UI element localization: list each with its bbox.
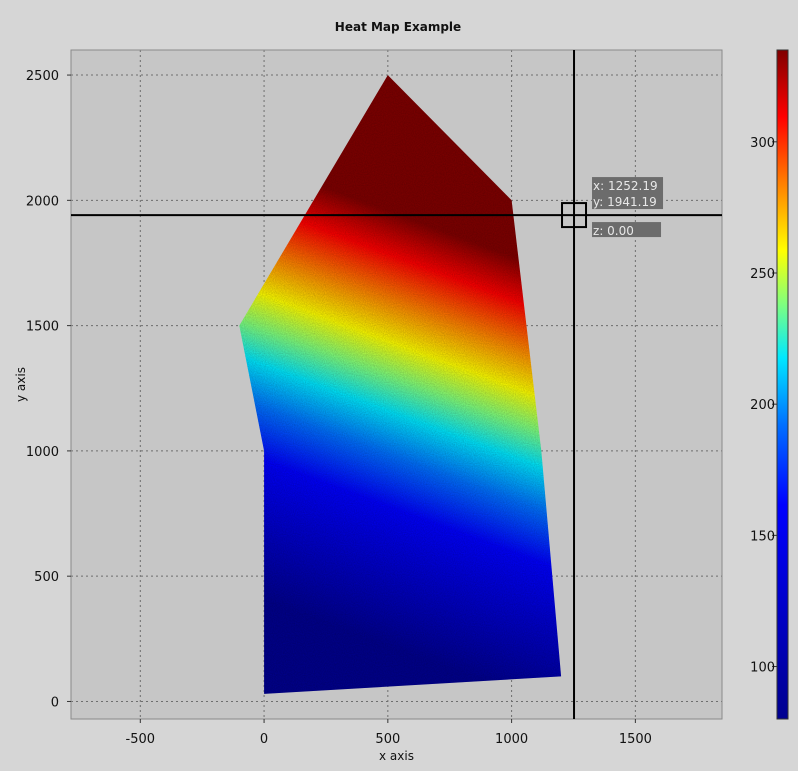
colorbar: 100 150 200 250 300 — [750, 49, 789, 720]
x-tick-label: 1500 — [619, 732, 652, 747]
colorbar-ticks: 100 150 200 250 300 — [750, 136, 777, 676]
colorbar-tick-label: 100 — [750, 661, 775, 676]
readout-z: z: 0.00 — [593, 224, 634, 238]
crosshair-marker[interactable] — [561, 202, 588, 229]
x-axis-ticks: -500 0 500 1000 1500 — [126, 719, 652, 747]
colorbar-gradient — [776, 49, 789, 720]
plot-border — [70, 49, 723, 720]
y-axis-label: y axis — [14, 367, 28, 402]
chart-title: Heat Map Example — [334, 20, 462, 34]
readout-y: y: 1941.19 — [593, 195, 657, 209]
crosshair-readout: x: 1252.19 y: 1941.19 z: 0.00 — [592, 177, 664, 238]
x-tick-label: 500 — [375, 732, 400, 747]
y-tick-label: 2500 — [26, 69, 59, 84]
colorbar-tick-label: 150 — [750, 529, 775, 544]
colorbar-tick-label: 300 — [750, 136, 775, 151]
readout-x: x: 1252.19 — [593, 179, 658, 193]
readout-xy-background — [592, 177, 664, 210]
y-tick-label: 1500 — [26, 320, 59, 335]
colorbar-tick-label: 250 — [750, 267, 775, 282]
colorbar-tick-label: 200 — [750, 398, 775, 413]
x-tick-label: -500 — [126, 732, 156, 747]
y-tick-label: 1000 — [26, 445, 59, 460]
readout-z-background — [592, 222, 662, 238]
x-tick-label: 0 — [260, 732, 268, 747]
x-tick-label: 1000 — [495, 732, 528, 747]
y-tick-label: 2000 — [26, 194, 59, 209]
y-tick-label: 500 — [34, 570, 59, 585]
y-tick-label: 0 — [51, 695, 59, 710]
x-axis-label: x axis — [379, 749, 414, 763]
y-axis-ticks: 0 500 1000 1500 2000 2500 — [26, 69, 71, 710]
crosshair[interactable] — [71, 50, 722, 719]
